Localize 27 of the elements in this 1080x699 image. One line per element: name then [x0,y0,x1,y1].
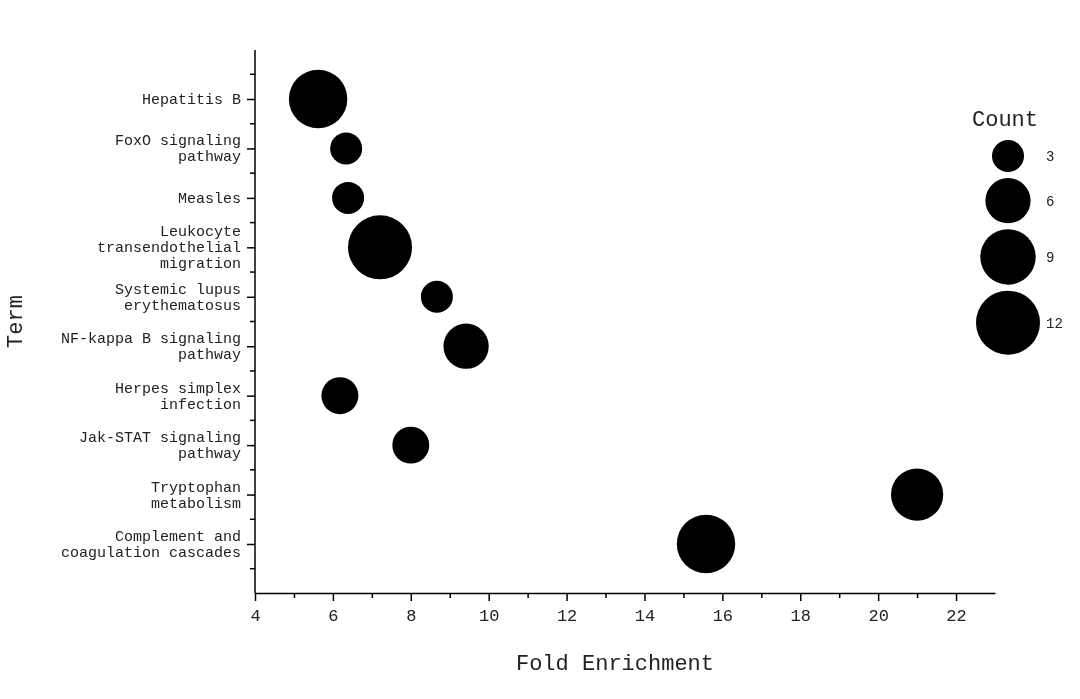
legend-title: Count [971,108,1039,133]
x-tick-label: 4 [250,606,261,626]
y-tick-label: NF-kappa B signaling pathway [60,331,241,365]
y-tick-label: FoxO signaling pathway [114,133,241,167]
legend-label: 12 [1046,315,1063,332]
legend-label: 3 [1046,149,1055,165]
y-tick-label: Measles [177,190,241,208]
x-tick-label: 10 [478,606,500,626]
x-tick-label: 20 [868,606,889,626]
y-tick-label: Complement and coagulation cascades [60,529,241,562]
x-tick-label: 6 [328,606,339,626]
y-tick-label: Leukocyte transendothelial migration [96,224,241,274]
y-tick-label: Herpes simplex infection [114,380,241,414]
y-tick-label: Tryptophan metabolism [150,479,241,513]
legend-label: 6 [1046,193,1055,210]
y-tick-label: Systemic lupus erythematosus [114,281,241,315]
x-tick-label: 16 [712,606,734,626]
x-tick-label: 14 [634,606,656,626]
x-tick-label: 8 [406,606,417,626]
x-tick-label: 22 [946,606,967,626]
x-tick-label: 12 [556,606,578,626]
y-tick-label: Jak-STAT signaling pathway [78,430,241,464]
x-axis-title: Fold Enrichment [515,652,715,677]
y-axis-title: Term [4,295,29,348]
y-tick-label: Hepatitis B [141,92,241,109]
x-tick-label: 18 [790,606,811,626]
legend-label: 9 [1046,249,1055,266]
